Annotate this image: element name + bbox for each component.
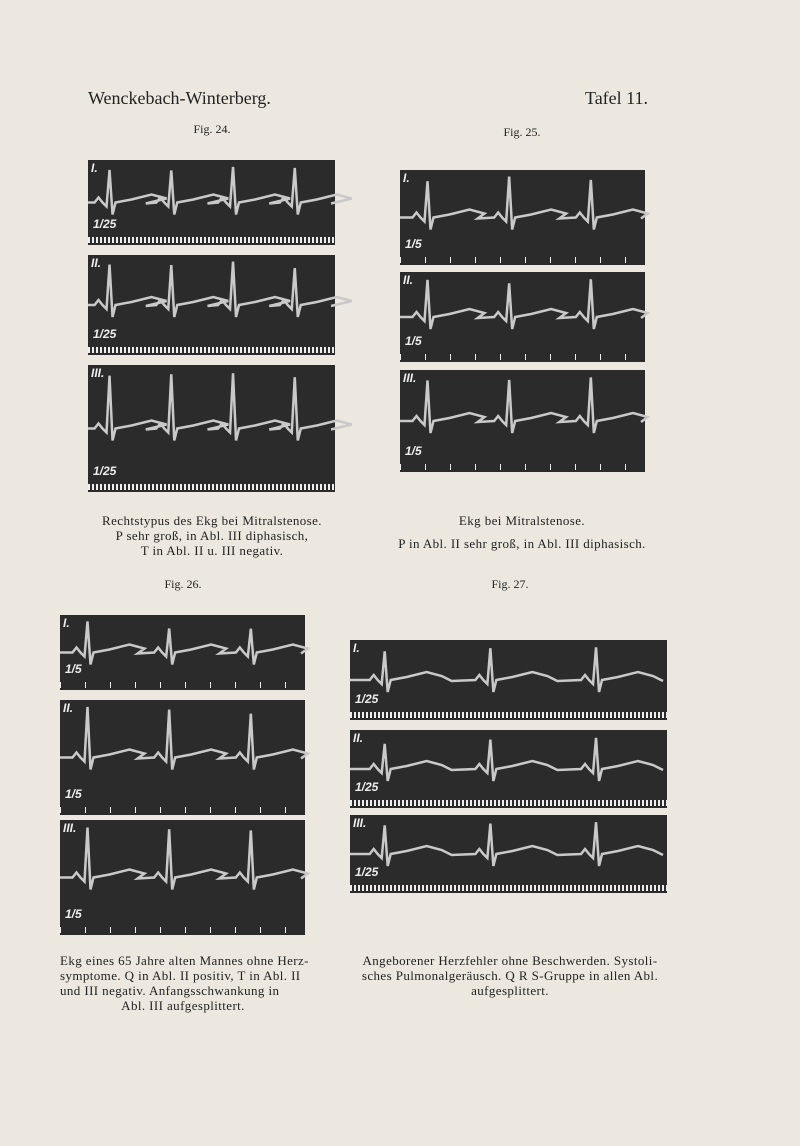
ecg-trace bbox=[400, 279, 651, 330]
ecg-trace bbox=[60, 706, 311, 770]
time-label: 1/25 bbox=[355, 780, 379, 794]
ecg-panel bbox=[60, 820, 305, 935]
lead-label: I. bbox=[403, 171, 410, 185]
figure-label: Fig. 24. bbox=[193, 122, 230, 136]
time-label: 1/5 bbox=[65, 907, 82, 921]
time-label: 1/5 bbox=[405, 334, 422, 348]
caption-line: T in Abl. II u. III negativ. bbox=[141, 543, 284, 558]
ecg-panel bbox=[400, 370, 645, 472]
ecg-trace bbox=[88, 166, 353, 215]
header-author: Wenckebach-Winterberg. bbox=[88, 88, 271, 108]
ecg-trace bbox=[350, 737, 664, 782]
ecg-panel bbox=[350, 815, 667, 893]
ecg-trace bbox=[350, 822, 664, 867]
time-label: 1/5 bbox=[65, 787, 82, 801]
ecg-trace bbox=[88, 261, 353, 318]
lead-label: III. bbox=[91, 366, 104, 380]
lead-label: II. bbox=[63, 701, 73, 715]
ecg-trace bbox=[400, 377, 651, 434]
ecg-panel bbox=[60, 700, 305, 815]
lead-label: I. bbox=[91, 161, 98, 175]
ecg-trace bbox=[60, 827, 311, 890]
caption-line: Abl. III aufgesplittert. bbox=[121, 998, 245, 1013]
time-label: 1/25 bbox=[355, 692, 379, 706]
ecg-panel bbox=[60, 615, 305, 690]
ecg-panel bbox=[400, 170, 645, 265]
header-plate: Tafel 11. bbox=[585, 88, 648, 108]
time-label: 1/5 bbox=[65, 662, 82, 676]
caption-line: sches Pulmonalgeräusch. Q R S-Gruppe in … bbox=[362, 968, 658, 983]
figure-label: Fig. 27. bbox=[491, 577, 528, 591]
ecg-panel bbox=[350, 730, 667, 808]
ecg-panel bbox=[350, 640, 667, 720]
lead-label: I. bbox=[353, 641, 360, 655]
caption-line: Ekg eines 65 Jahre alten Mannes ohne Her… bbox=[60, 953, 309, 968]
caption-line: P in Abl. II sehr groß, in Abl. III diph… bbox=[398, 536, 646, 551]
ecg-trace bbox=[60, 621, 311, 665]
figure-label: Fig. 26. bbox=[164, 577, 201, 591]
ecg-trace bbox=[350, 647, 664, 693]
lead-label: II. bbox=[403, 273, 413, 287]
figure-label: Fig. 25. bbox=[503, 125, 540, 139]
ecg-panel bbox=[400, 272, 645, 362]
caption-line: aufgesplittert. bbox=[471, 983, 549, 998]
lead-label: III. bbox=[403, 371, 416, 385]
ecg-trace bbox=[88, 373, 353, 441]
caption-line: Angeborener Herzfehler ohne Beschwerden.… bbox=[362, 953, 657, 968]
lead-label: III. bbox=[353, 816, 366, 830]
caption-line: Rechtstypus des Ekg bei Mitralstenose. bbox=[102, 513, 322, 528]
lead-label: II. bbox=[91, 256, 101, 270]
caption-line: symptome. Q in Abl. II positiv, T in Abl… bbox=[60, 968, 301, 983]
lead-label: II. bbox=[353, 731, 363, 745]
time-label: 1/25 bbox=[355, 865, 379, 879]
lead-label: III. bbox=[63, 821, 76, 835]
time-label: 1/5 bbox=[405, 237, 422, 251]
caption-line: P sehr groß, in Abl. III diphasisch, bbox=[116, 528, 309, 543]
time-label: 1/25 bbox=[93, 217, 117, 231]
time-label: 1/25 bbox=[93, 464, 117, 478]
time-label: 1/25 bbox=[93, 327, 117, 341]
ecg-trace bbox=[400, 176, 651, 230]
caption-line: Ekg bei Mitralstenose. bbox=[459, 513, 585, 528]
lead-label: I. bbox=[63, 616, 70, 630]
caption-line: und III negativ. Anfangsschwankung in bbox=[60, 983, 279, 998]
time-label: 1/5 bbox=[405, 444, 422, 458]
